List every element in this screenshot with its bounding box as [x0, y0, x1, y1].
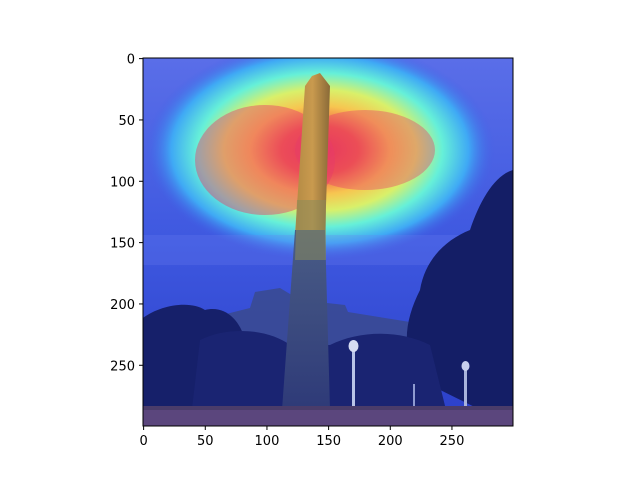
x-tick-label: 50	[197, 434, 214, 449]
x-tick-label: 200	[378, 434, 403, 449]
x-axis: 0 50 100 150 200 250	[139, 426, 464, 449]
y-tick-label: 150	[110, 237, 135, 252]
obelisk-mid-transition	[295, 200, 326, 260]
lamp-post-right	[461, 361, 470, 426]
y-tick-label: 200	[110, 298, 135, 313]
plot-frame	[142, 57, 514, 427]
x-tick-label: 0	[139, 434, 147, 449]
x-tick-label: 100	[255, 434, 280, 449]
crowd	[143, 406, 513, 426]
heatmap-hotspot-right	[295, 110, 435, 190]
x-tick-label: 150	[316, 434, 341, 449]
y-tick-label: 250	[110, 359, 135, 374]
obelisk-lower	[282, 230, 330, 410]
obelisk-upper	[295, 73, 330, 235]
heatmap-image	[143, 58, 513, 426]
y-tick-label: 50	[118, 114, 135, 129]
y-axis: 0 50 100 150 200 250	[110, 53, 143, 374]
lamp-post-far	[413, 384, 415, 426]
y-tick-label: 0	[127, 53, 135, 68]
y-tick-label: 100	[110, 175, 135, 190]
x-tick-label: 250	[440, 434, 465, 449]
lamp-post-left	[348, 340, 359, 426]
